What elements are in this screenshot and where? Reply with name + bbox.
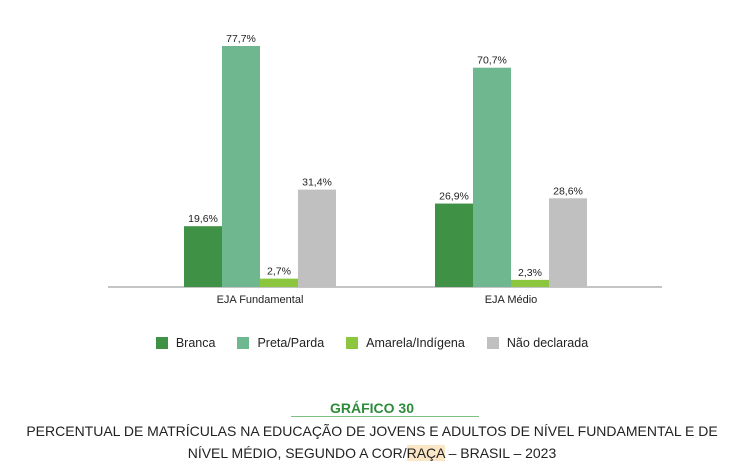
legend-swatch-nao-declarada bbox=[486, 337, 499, 349]
legend-label-nao-declarada: Não declarada bbox=[506, 336, 589, 350]
figure-title: PERCENTUAL DE MATRÍCULAS NA EDUCAÇÃO DE … bbox=[0, 420, 744, 464]
data-label-eja-medio-amarela-indigena: 2,3% bbox=[518, 267, 542, 279]
bar-eja-medio-nao-declarada bbox=[549, 198, 587, 287]
legend-item-nao-declarada: Não declarada bbox=[486, 336, 589, 350]
data-label-eja-fundamental-amarela-indigena: 2,7% bbox=[267, 266, 291, 278]
data-label-eja-fundamental-nao-declarada: 31,4% bbox=[302, 177, 332, 189]
legend-swatch-branca bbox=[155, 337, 168, 349]
figure-title-line-2-start: NÍVEL MÉDIO, SEGUNDO A COR/ bbox=[187, 445, 407, 461]
legend-label-preta-parda: Preta/Parda bbox=[257, 336, 325, 350]
legend-item-amarela-indigena: Amarela/Indígena bbox=[346, 336, 465, 350]
bar-eja-fundamental-amarela-indigena bbox=[260, 278, 298, 287]
figure-title-line-2: NÍVEL MÉDIO, SEGUNDO A COR/RAÇA – BRASIL… bbox=[0, 442, 744, 464]
legend-swatch-preta-parda bbox=[237, 337, 250, 349]
bar-eja-medio-amarela-indigena bbox=[511, 279, 549, 287]
x-tick-label-eja-fundamental: EJA Fundamental bbox=[217, 294, 304, 306]
chart-legend: Branca Preta/Parda Amarela/Indígena Não … bbox=[0, 336, 744, 350]
data-label-eja-medio-preta-parda: 70,7% bbox=[477, 55, 507, 67]
data-label-eja-fundamental-preta-parda: 77,7% bbox=[226, 33, 256, 45]
legend-swatch-amarela-indigena bbox=[346, 337, 359, 349]
bar-chart: 19,6% 77,7% 2,7% 31,4% EJA Fundamental 26,9% 7… bbox=[108, 33, 662, 306]
legend-item-preta-parda: Preta/Parda bbox=[237, 336, 324, 350]
figure-title-line-1: PERCENTUAL DE MATRÍCULAS NA EDUCAÇÃO DE … bbox=[26, 423, 718, 439]
x-tick-label-eja-medio: EJA Médio bbox=[485, 294, 538, 306]
figure-label: GRÁFICO 30 bbox=[329, 400, 414, 416]
bar-eja-medio-preta-parda bbox=[473, 67, 511, 288]
data-label-eja-medio-branca: 26,9% bbox=[439, 191, 469, 203]
legend-item-branca: Branca bbox=[155, 336, 216, 350]
figure-title-line-2-end: – BRASIL – 2023 bbox=[444, 445, 557, 461]
data-label-eja-medio-nao-declarada: 28,6% bbox=[553, 185, 583, 197]
bar-eja-fundamental-nao-declarada bbox=[298, 189, 336, 287]
bar-eja-fundamental-branca bbox=[184, 226, 222, 287]
bar-eja-fundamental-preta-parda bbox=[222, 46, 260, 287]
legend-label-branca: Branca bbox=[175, 336, 216, 350]
legend-label-amarela-indigena: Amarela/Indígena bbox=[366, 336, 465, 350]
figure-title-highlight: RAÇA bbox=[406, 445, 445, 461]
bar-eja-medio-branca bbox=[435, 203, 473, 287]
figure-label-underline bbox=[291, 416, 479, 417]
data-label-eja-fundamental-branca: 19,6% bbox=[188, 213, 218, 225]
